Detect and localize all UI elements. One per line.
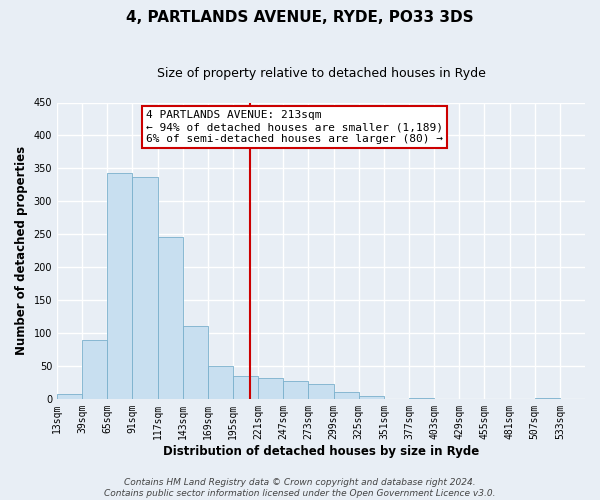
Bar [158,237,183,399]
Bar [258,378,283,399]
Bar [283,381,308,399]
Bar [133,177,158,399]
Bar [359,396,384,399]
Title: Size of property relative to detached houses in Ryde: Size of property relative to detached ho… [157,68,485,80]
Bar [183,326,208,399]
Bar [233,376,258,399]
Bar [57,394,82,399]
Text: Contains HM Land Registry data © Crown copyright and database right 2024.
Contai: Contains HM Land Registry data © Crown c… [104,478,496,498]
Y-axis label: Number of detached properties: Number of detached properties [15,146,28,355]
Bar [82,340,107,399]
Text: 4 PARTLANDS AVENUE: 213sqm
← 94% of detached houses are smaller (1,189)
6% of se: 4 PARTLANDS AVENUE: 213sqm ← 94% of deta… [146,110,443,144]
Bar [208,366,233,399]
Bar [535,398,560,399]
Bar [308,384,334,399]
Bar [409,398,434,399]
Bar [107,173,133,399]
Bar [334,392,359,399]
Text: 4, PARTLANDS AVENUE, RYDE, PO33 3DS: 4, PARTLANDS AVENUE, RYDE, PO33 3DS [126,10,474,25]
X-axis label: Distribution of detached houses by size in Ryde: Distribution of detached houses by size … [163,444,479,458]
